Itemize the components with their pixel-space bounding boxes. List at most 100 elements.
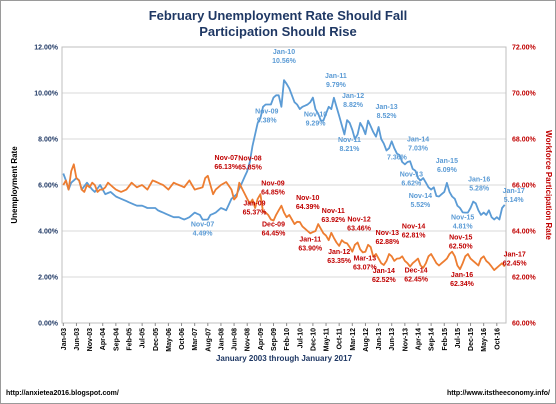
data-annotation: Jan-16 62.34%	[450, 272, 475, 288]
x-tick-label: Oct-16	[494, 328, 501, 350]
data-annotation: Nov-13 62.88%	[375, 230, 400, 246]
data-annotation: Jan-12 8.82%	[342, 93, 364, 109]
data-annotation: Jan-11 63.90%	[298, 236, 323, 252]
x-tick-label: Jan-13	[376, 328, 383, 350]
y-right-tick-label: 62.00%	[512, 275, 537, 282]
x-tick-label: Jan-08	[218, 328, 225, 350]
data-annotation: Nov-10 64.39%	[296, 195, 321, 211]
data-annotation: Nov-11 8.21%	[338, 137, 361, 153]
x-tick-label: May-06	[166, 328, 173, 352]
plot-border	[61, 46, 507, 324]
unemployment-rate-line	[62, 79, 506, 221]
x-tick-label: May-16	[481, 328, 488, 352]
data-annotation: Jan-10 10.56%	[272, 49, 297, 65]
y-left-tick-label: 12.00%	[34, 45, 59, 52]
x-tick-label: May-11	[324, 328, 331, 351]
y-left-tick-label: 0.00%	[38, 321, 59, 328]
chart-title-line: Participation Should Rise	[199, 24, 356, 39]
x-tick-label: Feb-10	[284, 328, 291, 351]
data-annotation: Jan-17 62.45%	[503, 252, 528, 268]
x-tick-label: Jul-05	[140, 328, 147, 348]
x-tick-label: Jan-03	[61, 328, 68, 350]
data-annotation: Nov-07 4.49%	[191, 222, 214, 238]
footer-left-url[interactable]: http://anxietea2016.blogspot.com/	[6, 390, 119, 397]
data-annotation: Nov-09 64.85%	[261, 180, 286, 196]
gridlines	[61, 46, 507, 324]
x-tick-label: Oct-06	[179, 328, 186, 350]
x-tick-label: Aug-12	[363, 328, 370, 352]
y-right-tick-label: 70.00%	[512, 91, 537, 98]
data-annotation: Jan-14 62.52%	[372, 268, 397, 284]
x-axis-label: January 2003 through January 2017	[216, 354, 353, 363]
data-annotation: Jan-11 9.79%	[325, 73, 347, 89]
x-tick-label: Dec-15	[468, 328, 475, 351]
y-left-axis-label: Unemployment Rate	[10, 146, 19, 224]
chart-title-line: February Unemployment Rate Should Fall	[149, 8, 408, 23]
data-annotation: Mar-13 63.07%	[353, 255, 378, 271]
axis-labels: January 2003 through January 2017 Unemplo…	[10, 130, 553, 363]
data-annotation: Nov-12 63.46%	[347, 216, 372, 232]
chart-title-group: February Unemployment Rate Should FallPa…	[149, 8, 408, 39]
x-tick-label: Feb-05	[126, 328, 133, 351]
x-tick-label: Mar-07	[192, 328, 199, 351]
data-annotation: 7.36%	[387, 155, 408, 162]
data-annotation: Nov-15 62.50%	[449, 235, 474, 251]
x-tick-label: Sep-09	[271, 328, 278, 351]
y-left-tick-label: 10.00%	[34, 91, 59, 98]
y-left-tick-label: 4.00%	[38, 229, 59, 236]
y-right-tick-label: 64.00%	[512, 229, 537, 236]
x-tick-label: Sep-14	[429, 328, 436, 351]
x-tick-label: Nov-08	[245, 328, 252, 351]
y-right-tick-label: 68.00%	[512, 137, 537, 144]
x-tick-label: Oct-11	[337, 328, 344, 350]
data-annotation: Nov-07 66.13%	[214, 155, 239, 171]
series-lines	[62, 79, 506, 271]
x-tick-label: Jul-15	[455, 328, 462, 348]
data-annotation: Jan-16 5.28%	[468, 177, 490, 193]
tick-labels: 0.00% 60.00% 2.00% 62.00% 4.00% 64.00% 6.00% 66…	[34, 45, 536, 352]
y-right-tick-label: 72.00%	[512, 45, 537, 52]
x-tick-label: Mar-12	[350, 328, 357, 351]
y-left-tick-label: 8.00%	[38, 137, 59, 144]
data-annotation: Nov-09 9.38%	[255, 108, 278, 124]
x-tick-label: Apr-04	[100, 328, 107, 350]
y-right-axis-label: Workforce Participation Rate	[544, 130, 553, 240]
x-tick-label: Dec-10	[310, 328, 317, 351]
x-tick-label: Sep-04	[113, 328, 120, 351]
x-tick-label: Nov-13	[402, 328, 409, 351]
data-annotation: Dec-14 62.45%	[404, 268, 429, 284]
data-annotation: Nov-13 6.62%	[400, 172, 423, 188]
x-tick-label: Feb-15	[442, 328, 449, 351]
x-tick-label: Dec-05	[153, 328, 160, 351]
data-annotation: Jan-12 63.35%	[327, 249, 352, 265]
x-tick-label: Jun-03	[74, 328, 81, 351]
data-annotation: Nov-08 65.85%	[238, 155, 263, 171]
y-right-tick-label: 60.00%	[512, 321, 537, 328]
x-tick-label: Jun-13	[389, 328, 396, 351]
x-tick-label: Aug-07	[205, 328, 212, 352]
data-annotation: Jan-09 65.37%	[243, 200, 268, 216]
data-annotation: Nov-14 62.81%	[402, 223, 427, 239]
data-annotation: Nov-14 5.52%	[409, 193, 432, 209]
y-left-tick-label: 6.00%	[38, 183, 59, 190]
x-tick-label: Apr-09	[258, 328, 265, 350]
x-tick-label: Jun-08	[232, 328, 239, 351]
y-right-tick-label: 66.00%	[512, 183, 537, 190]
data-annotation: Nov-11 63.92%	[321, 208, 346, 224]
data-annotation: Nov-15 4.81%	[451, 214, 474, 230]
x-tick-label: Apr-14	[415, 328, 422, 350]
participation-rate-line	[62, 163, 506, 271]
data-annotation: Jan-14 7.03%	[407, 136, 429, 152]
data-annotations: Jan-10 10.56% Nov-09 9.38% Nov-10 9.29% Jan-11…	[191, 49, 527, 288]
data-annotation: Jan-17 5.14%	[503, 188, 525, 204]
data-annotation: Dec-09 64.45%	[262, 222, 287, 238]
x-tick-label: Nov-03	[87, 328, 94, 351]
y-left-tick-label: 2.00%	[38, 275, 59, 282]
footer-right-url[interactable]: http://www.itstheeconomy.info/	[446, 390, 550, 397]
data-annotation: Jan-13 8.52%	[375, 104, 397, 120]
data-annotation: Nov-10 9.29%	[304, 111, 327, 127]
x-tick-label: Jul-10	[297, 328, 304, 348]
data-annotation: Jan-15 6.09%	[436, 158, 458, 174]
